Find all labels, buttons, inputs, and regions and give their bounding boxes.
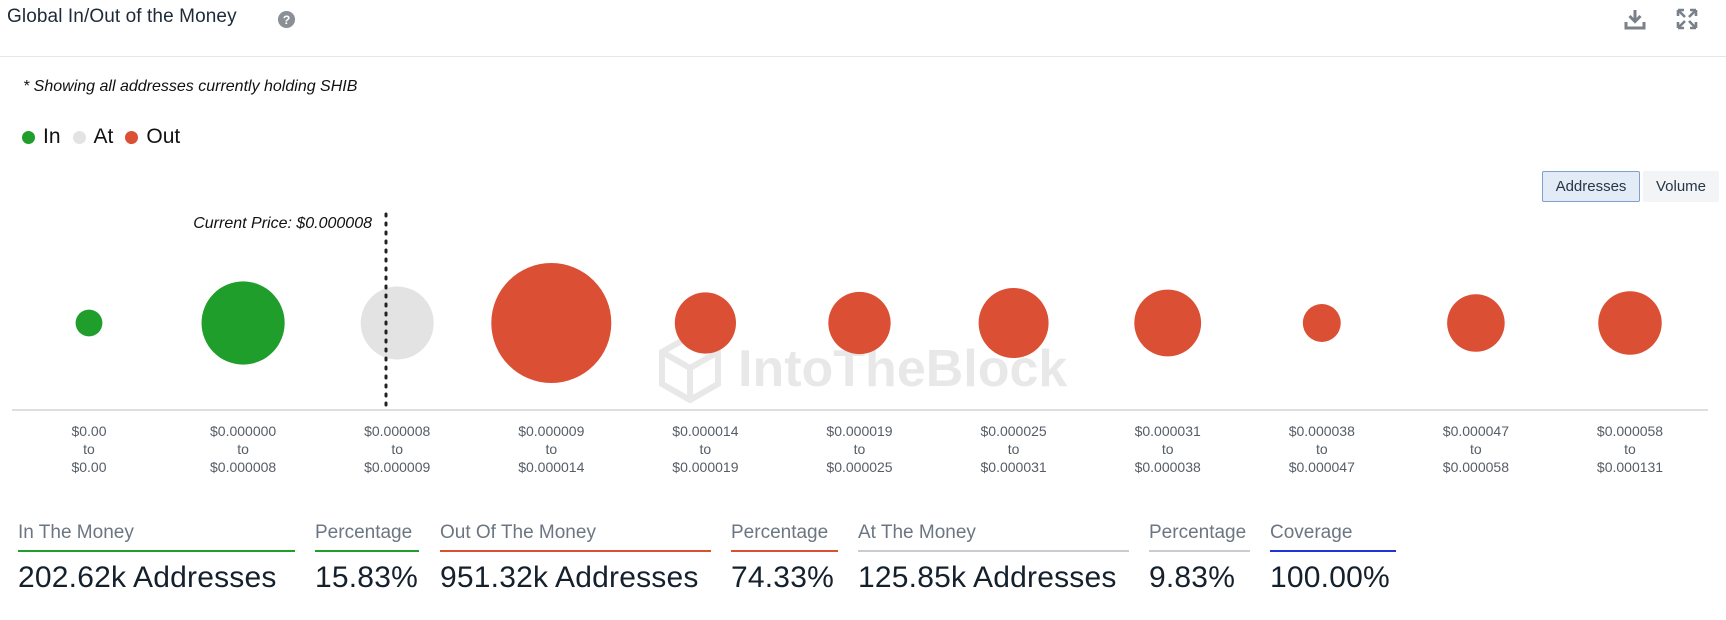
stat-out-percentage: Percentage 74.33% bbox=[731, 520, 838, 595]
stat-label: Percentage bbox=[731, 522, 829, 543]
stat-divider bbox=[440, 550, 711, 552]
bubble-out[interactable] bbox=[1598, 291, 1662, 355]
x-tick-label: $0.000047 bbox=[1289, 459, 1355, 475]
x-tick-label: to bbox=[700, 441, 712, 457]
x-tick-labels: $0.00 to $0.00 $0.000000 to $0.000008 $0.00000… bbox=[71, 423, 1663, 475]
stats-panel: In The Money 202.62k Addresses Percentag… bbox=[0, 520, 1726, 620]
x-tick-label: to bbox=[1316, 441, 1328, 457]
x-tick-label: to bbox=[1624, 441, 1636, 457]
stat-label: Percentage bbox=[315, 522, 413, 543]
stat-value: 9.83% bbox=[1149, 561, 1236, 594]
svg-text:?: ? bbox=[283, 13, 291, 27]
stat-at-percentage: Percentage 9.83% bbox=[1149, 520, 1250, 595]
x-tick-label: $0.000009 bbox=[518, 423, 584, 439]
bubble-out[interactable] bbox=[1302, 304, 1341, 342]
x-tick-label: $0.000031 bbox=[981, 459, 1047, 475]
stat-value: 74.33% bbox=[731, 561, 834, 594]
legend-label-at: At bbox=[93, 125, 114, 148]
stat-divider bbox=[1149, 550, 1250, 552]
bubble-chart: IntoTheBlock Current Price: $0.000008 $0… bbox=[12, 212, 1708, 475]
stat-coverage: Coverage 100.00% bbox=[1270, 520, 1396, 595]
x-tick-label: to bbox=[1162, 441, 1174, 457]
bubble-at[interactable] bbox=[360, 286, 434, 360]
bubble-in[interactable] bbox=[75, 309, 103, 337]
stat-label: Out Of The Money bbox=[440, 522, 596, 543]
bubble-out[interactable] bbox=[674, 292, 736, 354]
x-tick-label: $0.00 bbox=[71, 423, 106, 439]
bubble-out[interactable] bbox=[828, 291, 891, 355]
stat-value: 125.85k Addresses bbox=[858, 561, 1117, 594]
stat-divider bbox=[1270, 550, 1396, 552]
x-tick-label: to bbox=[1470, 441, 1482, 457]
bubble-out[interactable] bbox=[491, 263, 612, 383]
bubble-out[interactable] bbox=[1134, 289, 1202, 357]
stat-value: 202.62k Addresses bbox=[18, 561, 277, 594]
x-tick-label: to bbox=[237, 441, 249, 457]
x-tick-label: to bbox=[854, 441, 866, 457]
x-tick-label: $0.000131 bbox=[1597, 459, 1663, 475]
legend-item-in[interactable]: In bbox=[22, 125, 61, 149]
stat-out-of-the-money: Out Of The Money 951.32k Addresses bbox=[440, 520, 711, 595]
stat-in-percentage: Percentage 15.83% bbox=[315, 520, 419, 595]
x-tick-label: $0.000058 bbox=[1597, 423, 1663, 439]
volume-toggle-button[interactable]: Volume bbox=[1643, 171, 1719, 202]
legend-dot-at bbox=[72, 130, 86, 144]
chart-legend: In At Out bbox=[22, 125, 192, 149]
x-tick-label: $0.00 bbox=[71, 459, 106, 475]
x-tick-label: to bbox=[1008, 441, 1020, 457]
x-tick-label: $0.000000 bbox=[210, 423, 276, 439]
stat-label: Percentage bbox=[1149, 522, 1247, 543]
legend-label-in: In bbox=[43, 125, 61, 148]
legend-dot-out bbox=[125, 130, 139, 144]
bubbles-group bbox=[75, 263, 1662, 383]
addresses-toggle-button[interactable]: Addresses bbox=[1542, 171, 1640, 202]
x-tick-label: $0.000008 bbox=[210, 459, 276, 475]
bubble-out[interactable] bbox=[1447, 294, 1505, 352]
legend-item-out[interactable]: Out bbox=[125, 125, 180, 149]
x-tick-label: to bbox=[83, 441, 95, 457]
widget-header: Global In/Out of the Money ? bbox=[0, 0, 1726, 57]
stat-value: 100.00% bbox=[1270, 561, 1390, 594]
bubble-in[interactable] bbox=[201, 281, 285, 365]
question-circle-icon[interactable]: ? bbox=[277, 10, 296, 29]
x-tick-label: $0.000025 bbox=[826, 459, 892, 475]
x-tick-label: $0.000031 bbox=[1135, 423, 1201, 439]
stat-divider bbox=[18, 550, 295, 552]
x-tick-label: $0.000058 bbox=[1443, 459, 1509, 475]
x-tick-label: to bbox=[545, 441, 557, 457]
stat-label: Coverage bbox=[1270, 522, 1353, 543]
x-tick-label: $0.000019 bbox=[826, 423, 892, 439]
legend-dot-in bbox=[22, 130, 35, 144]
stat-label: In The Money bbox=[18, 522, 134, 543]
x-tick-label: $0.000019 bbox=[672, 459, 738, 475]
stat-in-the-money: In The Money 202.62k Addresses bbox=[18, 520, 295, 595]
stat-divider bbox=[858, 550, 1129, 552]
watermark-cube-icon bbox=[659, 332, 721, 404]
x-tick-label: to bbox=[391, 441, 403, 457]
stat-divider bbox=[315, 550, 419, 552]
x-tick-label: $0.000014 bbox=[518, 459, 584, 475]
stat-label: At The Money bbox=[858, 522, 976, 543]
x-tick-label: $0.000038 bbox=[1135, 459, 1201, 475]
stat-at-the-money: At The Money 125.85k Addresses bbox=[858, 520, 1129, 595]
x-tick-label: $0.000008 bbox=[364, 423, 430, 439]
x-tick-label: $0.000009 bbox=[364, 459, 430, 475]
download-icon[interactable] bbox=[1623, 7, 1647, 31]
x-tick-label: $0.000025 bbox=[981, 423, 1047, 439]
legend-item-at[interactable]: At bbox=[72, 125, 114, 149]
bubble-out[interactable] bbox=[978, 288, 1049, 358]
stat-divider bbox=[731, 550, 838, 552]
expand-icon[interactable] bbox=[1675, 7, 1699, 31]
x-tick-label: $0.000047 bbox=[1443, 423, 1509, 439]
x-tick-label: $0.000038 bbox=[1289, 423, 1355, 439]
current-price-label: Current Price: $0.000008 bbox=[193, 215, 372, 232]
widget-title: Global In/Out of the Money bbox=[7, 6, 237, 27]
legend-label-out: Out bbox=[146, 125, 181, 148]
stat-value: 951.32k Addresses bbox=[440, 561, 699, 594]
holders-note: * Showing all addresses currently holdin… bbox=[23, 78, 358, 95]
x-tick-label: $0.000014 bbox=[672, 423, 738, 439]
stat-value: 15.83% bbox=[315, 561, 418, 594]
